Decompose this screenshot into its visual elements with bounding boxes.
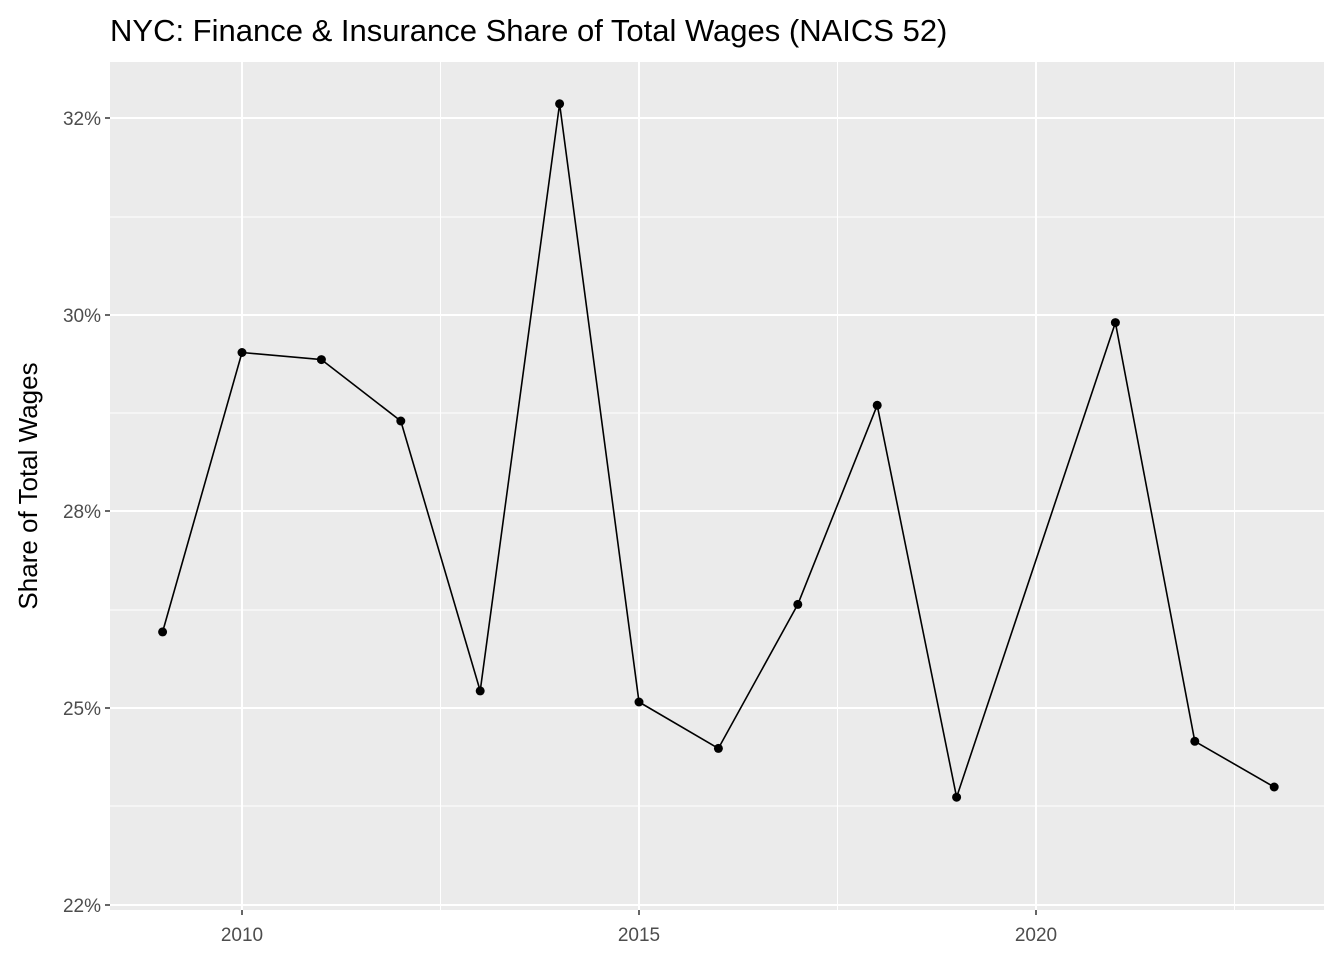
y-axis: 22% 25% 28% 30% 32% bbox=[63, 109, 110, 917]
data-point bbox=[475, 686, 485, 696]
data-point bbox=[634, 697, 644, 707]
x-tick-label: 2020 bbox=[1015, 925, 1057, 946]
data-point bbox=[713, 743, 723, 753]
y-tick-label: 32% bbox=[63, 109, 101, 130]
data-point bbox=[1269, 782, 1279, 792]
y-tick-label: 30% bbox=[63, 306, 101, 327]
data-point bbox=[1190, 736, 1200, 746]
data-point bbox=[1110, 318, 1120, 328]
data-point bbox=[396, 416, 406, 426]
series-line bbox=[161, 103, 1275, 798]
data-point bbox=[793, 599, 803, 609]
data-point bbox=[872, 400, 882, 410]
data-point bbox=[237, 348, 247, 357]
y-tick-label: 25% bbox=[63, 699, 101, 720]
y-axis-title: Share of Total Wages bbox=[13, 362, 43, 609]
points-layer bbox=[158, 99, 1279, 802]
data-point bbox=[952, 792, 962, 802]
y-tick-label: 28% bbox=[63, 502, 101, 523]
data-point bbox=[316, 355, 326, 365]
x-axis: 2010 2015 2020 bbox=[221, 910, 1057, 946]
major-gridlines bbox=[110, 62, 1324, 910]
data-point bbox=[158, 627, 168, 637]
minor-gridlines bbox=[110, 62, 1324, 910]
data-point bbox=[555, 99, 565, 109]
chart-title: NYC: Finance & Insurance Share of Total … bbox=[110, 13, 947, 48]
series-layer bbox=[161, 103, 1275, 798]
y-tick-label: 22% bbox=[63, 896, 101, 917]
x-tick-label: 2015 bbox=[618, 925, 660, 946]
plot-panel bbox=[110, 62, 1324, 910]
x-tick-label: 2010 bbox=[221, 925, 263, 946]
